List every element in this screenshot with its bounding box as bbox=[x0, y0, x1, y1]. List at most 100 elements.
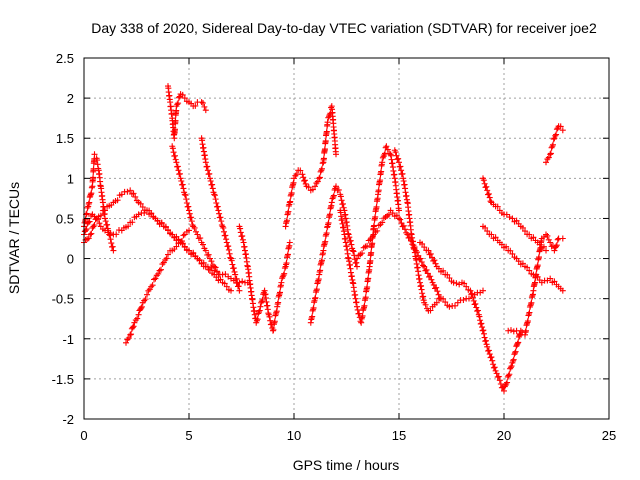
data-point bbox=[215, 271, 222, 278]
sample-point bbox=[326, 211, 333, 218]
sample-point bbox=[188, 218, 195, 225]
sample-point bbox=[287, 198, 294, 205]
data-point bbox=[236, 287, 243, 294]
y-tick-labels: -2 -1.5 -1 -0.5 0 0.5 1 1.5 2 2.5 bbox=[52, 51, 74, 427]
sample-point bbox=[492, 234, 499, 241]
y-tick-label: -0.5 bbox=[52, 292, 74, 307]
sample-point bbox=[378, 168, 385, 175]
sample-point bbox=[200, 259, 207, 266]
sample-point bbox=[330, 194, 337, 201]
data-point bbox=[396, 207, 402, 214]
sample-point bbox=[497, 381, 504, 388]
sample-point bbox=[460, 297, 467, 304]
sample-point bbox=[321, 146, 328, 153]
sample-point bbox=[280, 272, 287, 279]
sample-point bbox=[84, 204, 91, 211]
sample-point bbox=[506, 214, 513, 221]
sample-point bbox=[149, 282, 156, 289]
sample-point bbox=[226, 250, 233, 257]
sample-point bbox=[505, 372, 512, 379]
sample-point bbox=[172, 117, 179, 124]
sample-point bbox=[288, 189, 295, 196]
data-point bbox=[223, 239, 230, 246]
data-point bbox=[156, 267, 163, 274]
sample-point bbox=[478, 320, 485, 327]
sample-point bbox=[526, 267, 533, 274]
sample-point bbox=[329, 195, 336, 202]
sample-point bbox=[309, 186, 316, 193]
sample-point bbox=[395, 155, 402, 162]
data-point bbox=[354, 303, 360, 310]
plot-frame bbox=[83, 57, 610, 420]
y-tick-label: 0.5 bbox=[56, 211, 74, 226]
sample-point bbox=[154, 218, 161, 225]
sample-point bbox=[320, 155, 327, 162]
sample-point bbox=[384, 146, 391, 153]
data-point bbox=[333, 183, 339, 190]
data-point bbox=[93, 215, 100, 222]
sample-point bbox=[102, 218, 109, 225]
sample-point bbox=[132, 317, 139, 324]
data-point bbox=[131, 319, 138, 326]
sample-point bbox=[182, 192, 189, 199]
sample-point bbox=[125, 335, 132, 342]
sample-point bbox=[431, 257, 438, 264]
sample-point bbox=[209, 185, 216, 192]
sample-point bbox=[225, 243, 232, 250]
sample-point bbox=[172, 156, 179, 163]
sample-point bbox=[482, 224, 489, 231]
sample-point bbox=[193, 228, 199, 235]
sample-point bbox=[175, 100, 182, 107]
data-point bbox=[278, 279, 285, 286]
data-point bbox=[186, 247, 192, 254]
data-point bbox=[446, 303, 453, 310]
sample-point bbox=[552, 132, 559, 139]
sample-point bbox=[461, 280, 468, 287]
sample-point bbox=[310, 304, 317, 311]
sample-point bbox=[172, 152, 178, 159]
sample-point bbox=[427, 307, 434, 314]
sample-point bbox=[153, 272, 160, 279]
sample-point bbox=[175, 167, 182, 174]
sample-point bbox=[155, 270, 162, 277]
sample-point bbox=[393, 152, 400, 159]
sample-point bbox=[485, 347, 492, 354]
sample-point bbox=[511, 349, 518, 356]
sample-point bbox=[229, 261, 236, 268]
data-point bbox=[543, 159, 549, 166]
data-point bbox=[186, 207, 192, 214]
data-point bbox=[438, 295, 444, 302]
sample-point bbox=[359, 250, 366, 257]
sample-point bbox=[473, 304, 480, 311]
sample-point bbox=[480, 177, 487, 184]
sample-point bbox=[444, 271, 451, 278]
sample-point bbox=[185, 203, 192, 210]
sample-point bbox=[88, 230, 95, 237]
sample-point bbox=[522, 327, 529, 334]
sample-point bbox=[323, 230, 330, 237]
sample-point bbox=[432, 260, 439, 267]
sample-point bbox=[319, 160, 326, 167]
sample-point bbox=[554, 236, 561, 243]
sample-point bbox=[130, 323, 137, 330]
sample-point bbox=[530, 234, 537, 241]
sample-point bbox=[377, 177, 384, 184]
data-point bbox=[425, 247, 432, 254]
sample-point bbox=[159, 261, 166, 268]
sample-point bbox=[373, 203, 380, 210]
data-point bbox=[106, 231, 113, 238]
sample-point bbox=[506, 371, 513, 378]
sample-point bbox=[90, 223, 97, 230]
sample-point bbox=[281, 270, 288, 277]
sample-point bbox=[223, 283, 230, 290]
sample-point bbox=[419, 240, 426, 247]
sample-point bbox=[230, 265, 237, 272]
sample-point bbox=[183, 196, 190, 203]
x-tick-label: 10 bbox=[287, 428, 301, 443]
sample-point bbox=[484, 228, 491, 235]
y-tick-label: 2.5 bbox=[56, 51, 74, 66]
sample-point bbox=[510, 356, 517, 363]
sample-point bbox=[172, 126, 178, 133]
sample-point bbox=[130, 190, 137, 197]
